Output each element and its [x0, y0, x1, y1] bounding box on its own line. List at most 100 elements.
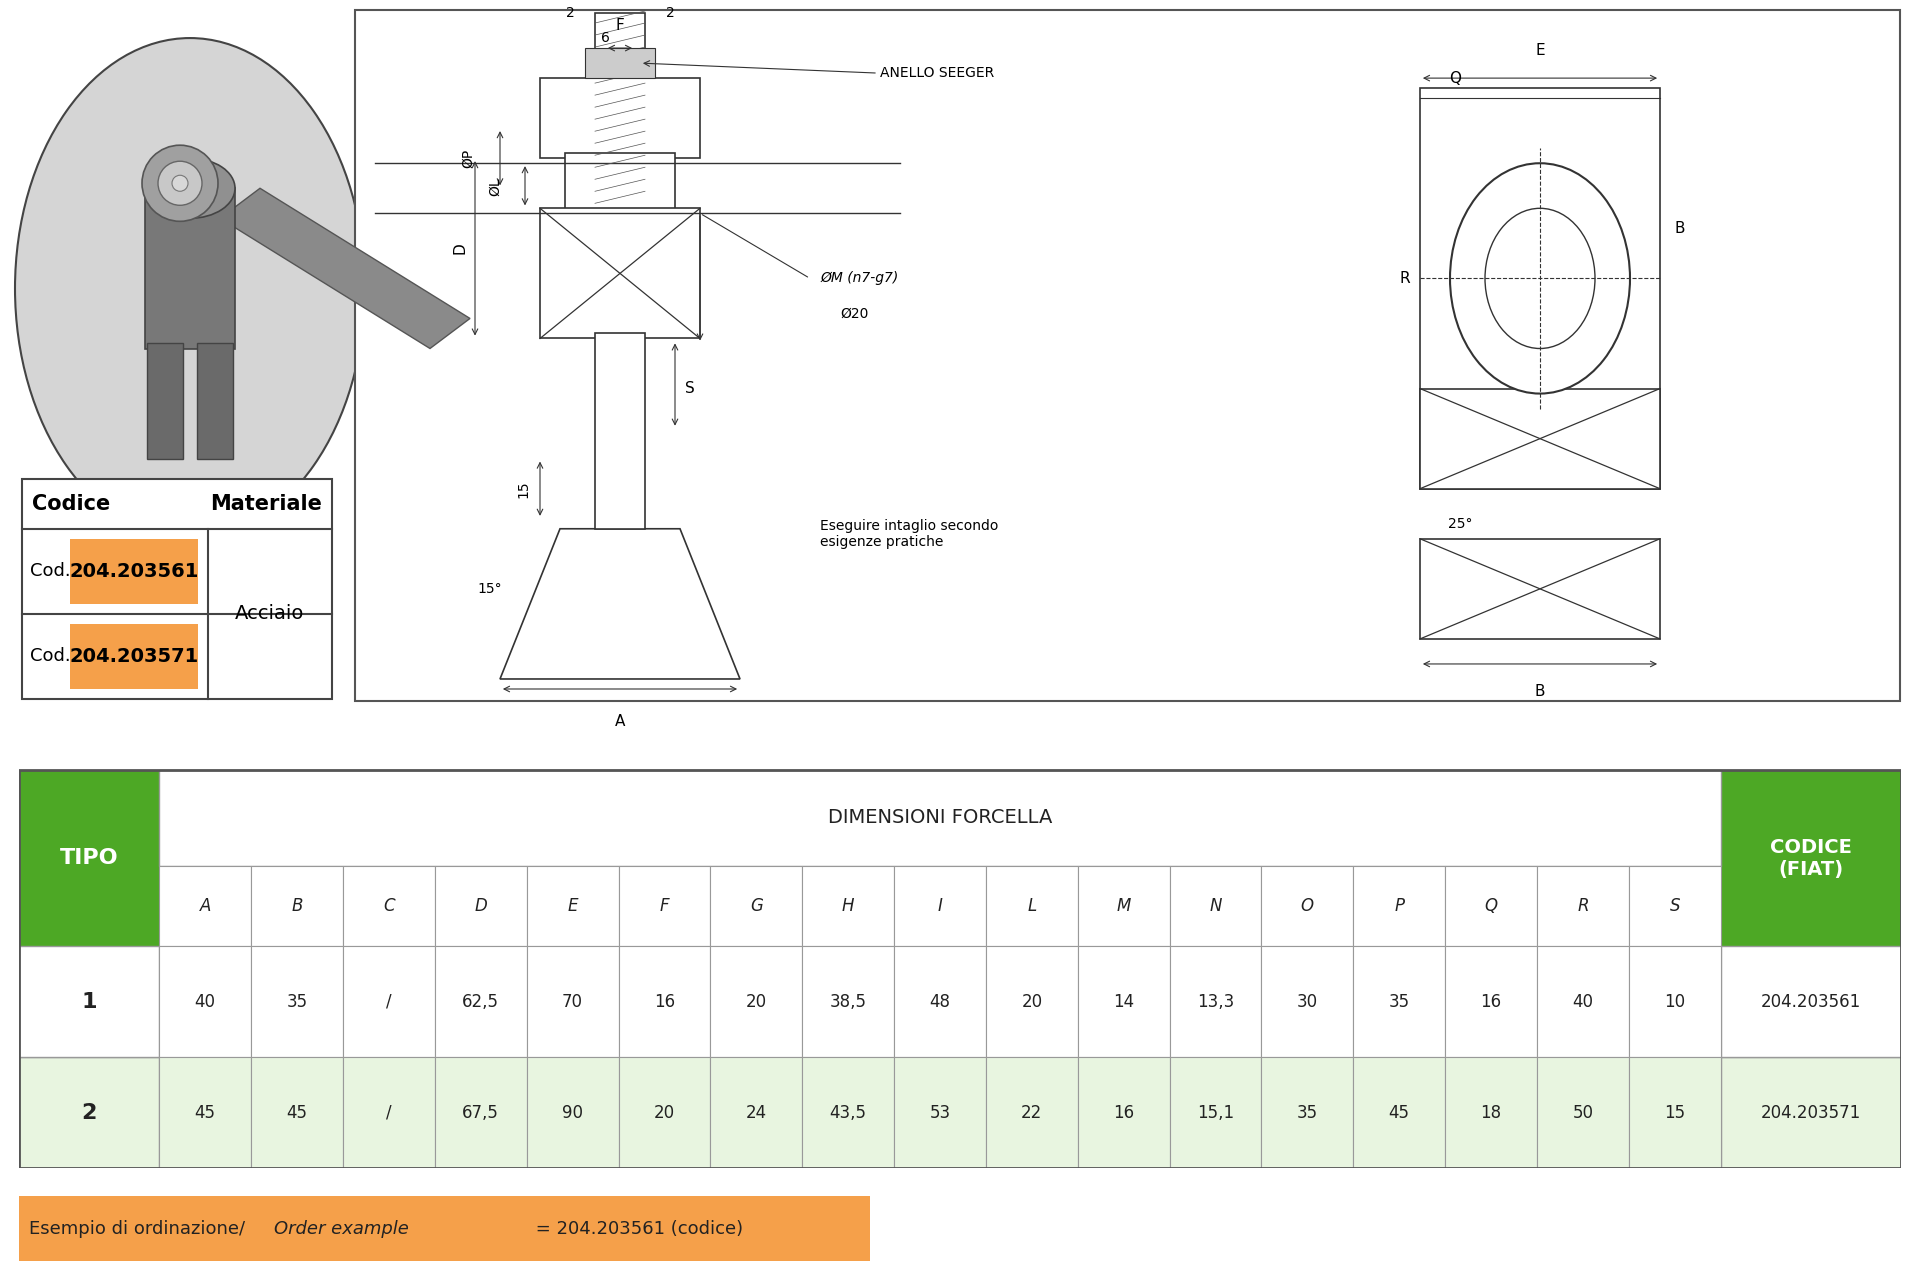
Text: B: B	[292, 898, 303, 915]
Text: P: P	[1394, 898, 1404, 915]
Text: 38,5: 38,5	[829, 993, 866, 1011]
Text: 50: 50	[1572, 1104, 1594, 1122]
Bar	[1720, 946, 1901, 1058]
Text: 45: 45	[286, 1104, 307, 1122]
Text: S: S	[1670, 898, 1680, 915]
Bar	[985, 1058, 1077, 1168]
Bar	[710, 1058, 803, 1168]
Bar	[19, 1058, 159, 1168]
Text: 13,3: 13,3	[1196, 993, 1235, 1011]
Text: 70: 70	[563, 993, 584, 1011]
Bar	[895, 865, 985, 946]
Text: I: I	[937, 898, 943, 915]
Bar	[344, 946, 434, 1058]
Bar	[19, 770, 159, 946]
Bar	[159, 1058, 252, 1168]
Bar	[1354, 1058, 1446, 1168]
Text: 15,1: 15,1	[1196, 1104, 1235, 1122]
Bar	[1446, 946, 1538, 1058]
Text: Cod.: Cod.	[31, 647, 71, 665]
Bar	[344, 865, 434, 946]
Text: E: E	[568, 898, 578, 915]
Text: 40: 40	[1572, 993, 1594, 1011]
Bar	[595, 13, 645, 213]
Bar	[526, 865, 618, 946]
Text: Cod.: Cod.	[31, 562, 71, 580]
Bar	[355, 10, 1901, 701]
Bar	[895, 946, 985, 1058]
Bar	[1077, 865, 1169, 946]
Ellipse shape	[73, 539, 317, 569]
Text: 18: 18	[1480, 1104, 1501, 1122]
Text: 35: 35	[1296, 1104, 1317, 1122]
Text: F: F	[660, 898, 670, 915]
Bar	[1077, 1058, 1169, 1168]
Text: G: G	[751, 898, 762, 915]
Text: A: A	[614, 714, 626, 729]
Bar	[69, 624, 198, 690]
Text: 62,5: 62,5	[463, 993, 499, 1011]
Bar	[803, 865, 895, 946]
Bar	[803, 1058, 895, 1168]
Text: 43,5: 43,5	[829, 1104, 866, 1122]
Bar	[252, 865, 344, 946]
Bar	[803, 946, 895, 1058]
Text: 53: 53	[929, 1104, 950, 1122]
Bar	[1446, 865, 1538, 946]
Ellipse shape	[146, 158, 234, 218]
Bar	[159, 770, 1720, 865]
Text: 204.203561: 204.203561	[69, 562, 198, 580]
Text: 2: 2	[566, 6, 574, 21]
Text: ØP: ØP	[461, 149, 474, 168]
Text: 16: 16	[655, 993, 676, 1011]
Text: R: R	[1576, 898, 1588, 915]
Text: 15: 15	[516, 480, 530, 497]
Bar	[1628, 946, 1720, 1058]
Text: C: C	[384, 898, 396, 915]
Text: 40: 40	[194, 993, 215, 1011]
Bar	[19, 1197, 870, 1261]
Text: 204.203571: 204.203571	[69, 647, 198, 666]
Bar	[586, 48, 655, 78]
Text: O: O	[1300, 898, 1313, 915]
Text: Ø20: Ø20	[841, 307, 868, 321]
Bar	[252, 1058, 344, 1168]
Bar	[1628, 865, 1720, 946]
Bar	[434, 865, 526, 946]
Text: B: B	[1534, 684, 1546, 698]
Bar	[1446, 1058, 1538, 1168]
Text: Eseguire intaglio secondo
esigenze pratiche: Eseguire intaglio secondo esigenze prati…	[820, 519, 998, 548]
Text: /: /	[386, 993, 392, 1011]
Text: 45: 45	[194, 1104, 215, 1122]
Bar	[159, 865, 252, 946]
Bar	[985, 865, 1077, 946]
Bar	[540, 78, 701, 158]
Text: S: S	[685, 381, 695, 395]
Text: 1: 1	[81, 993, 98, 1012]
Text: 204.203571: 204.203571	[1761, 1104, 1860, 1122]
Bar	[618, 946, 710, 1058]
Text: 16: 16	[1480, 993, 1501, 1011]
Text: Order example: Order example	[275, 1220, 409, 1238]
Text: R: R	[1400, 271, 1409, 286]
Bar	[1169, 865, 1261, 946]
Bar	[1720, 1058, 1901, 1168]
Text: A: A	[200, 898, 211, 915]
Text: ØL: ØL	[488, 177, 501, 195]
Text: ØM (n7-g7): ØM (n7-g7)	[820, 271, 899, 285]
Text: 2: 2	[81, 1103, 96, 1124]
Bar	[1077, 946, 1169, 1058]
Bar	[895, 1058, 985, 1168]
Text: 16: 16	[1114, 1104, 1135, 1122]
Text: 14: 14	[1114, 993, 1135, 1011]
Bar	[526, 1058, 618, 1168]
Bar	[1421, 389, 1661, 489]
Bar	[344, 1058, 434, 1168]
Bar	[434, 946, 526, 1058]
Bar	[595, 334, 645, 529]
Bar	[526, 946, 618, 1058]
Text: /: /	[386, 1104, 392, 1122]
Text: 2: 2	[666, 6, 674, 21]
Text: 10: 10	[1665, 993, 1686, 1011]
Text: 35: 35	[286, 993, 307, 1011]
